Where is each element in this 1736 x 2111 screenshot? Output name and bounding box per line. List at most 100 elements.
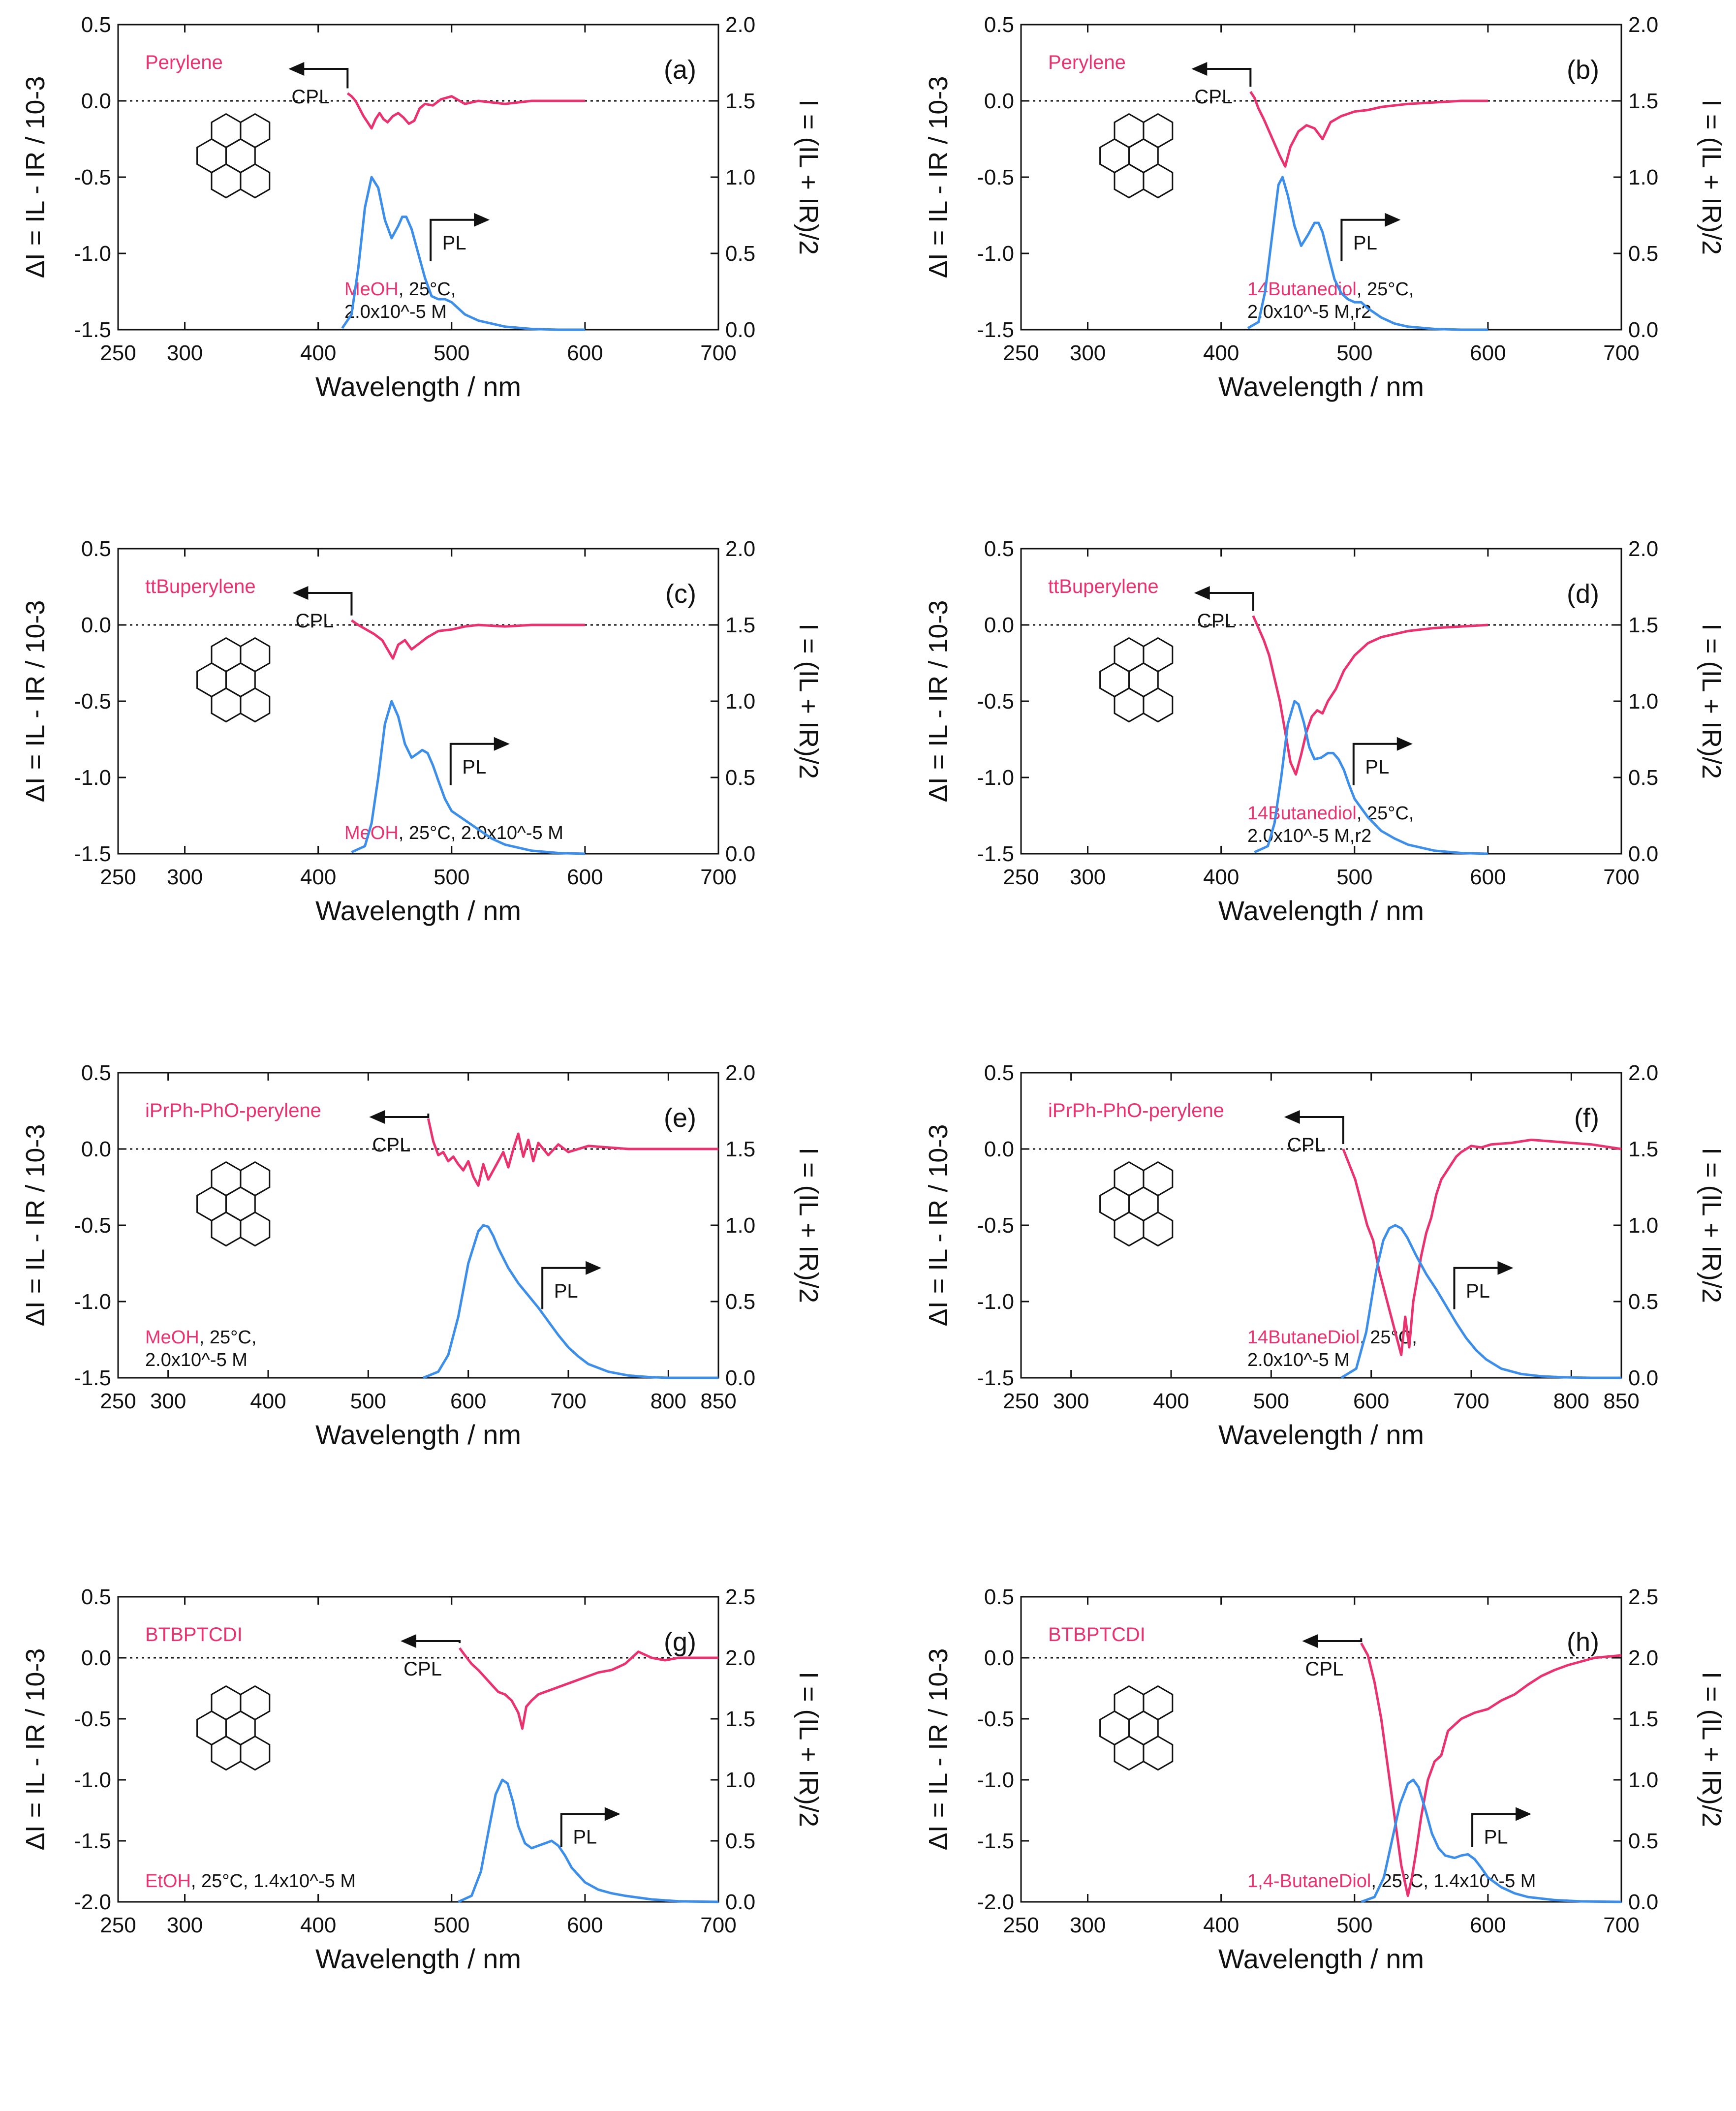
x-axis-title: Wavelength / nm	[315, 1943, 521, 1974]
pl-arrowhead-icon	[1385, 213, 1401, 227]
x-tick-label: 300	[1070, 865, 1106, 889]
y-left-tick-label: -0.5	[74, 689, 111, 714]
conditions: , 25°C, 1.4x10^-5 M	[1371, 1871, 1536, 1892]
ring	[1143, 637, 1174, 673]
compound-name: ttBuperylene	[1048, 576, 1159, 597]
y-right-tick-label: 0.0	[1628, 318, 1658, 342]
y-left-tick-label: -1.0	[74, 1768, 111, 1792]
y-left-tick-label: -1.5	[977, 842, 1014, 866]
cpl-arrowhead-icon	[1191, 62, 1208, 76]
x-tick-label: 300	[167, 341, 203, 365]
chart-panel-e: 250 300 400 500 600 700 800 850 -1.5 -1.0 -0.5 0.0 0…	[21, 1061, 823, 1450]
ring	[1114, 163, 1145, 199]
ring	[1143, 1685, 1174, 1721]
cpl-arrow	[307, 592, 353, 616]
cpl-series-line	[458, 1647, 718, 1730]
x-axis-title: Wavelength / nm	[1218, 371, 1424, 402]
y-left-tick-label: -1.0	[977, 1290, 1014, 1314]
cpl-label: CPL	[403, 1658, 442, 1680]
y-right-tick-label: 2.0	[1628, 1061, 1658, 1085]
pl-arrow	[1340, 218, 1386, 261]
y-left-tick-label: -0.5	[977, 165, 1014, 189]
ring	[1114, 1161, 1145, 1197]
ring	[240, 1735, 271, 1771]
y-right-tick-label: 2.5	[725, 1585, 755, 1609]
y-left-tick-label: -1.5	[977, 318, 1014, 342]
x-tick-label: 300	[1070, 341, 1106, 365]
pl-arrowhead-icon	[494, 737, 510, 751]
x-tick-label: 500	[434, 1913, 469, 1937]
cpl-arrowhead-icon	[1194, 586, 1210, 600]
molecule-structure-icon	[1099, 1685, 1174, 1771]
cpl-arrow	[1209, 592, 1254, 611]
x-tick-label: 400	[1203, 865, 1239, 889]
x-tick-label: 600	[567, 1913, 603, 1937]
y-right-tick-label: 1.0	[1628, 689, 1658, 714]
pl-arrow	[1352, 743, 1398, 785]
y-left-tick-label: 0.0	[984, 1646, 1014, 1670]
x-tick-label: 500	[434, 865, 469, 889]
solvent: 14Butanediol	[1247, 803, 1357, 824]
x-tick-label: 250	[1003, 865, 1039, 889]
y-left-axis-title: ΔI = IL - IR / 10-3	[21, 600, 50, 803]
compound-name: iPrPh-PhO-perylene	[145, 1100, 321, 1121]
y-left-axis-title: ΔI = IL - IR / 10-3	[924, 76, 953, 279]
y-left-axis-title: ΔI = IL - IR / 10-3	[924, 600, 953, 803]
cpl-arrow	[1317, 1638, 1363, 1642]
pl-label: PL	[1365, 756, 1389, 778]
chart-panel-h: 250 300 400 500 600 700 -2.0 -1.5 -1.0 -0.5 0.0 0.5…	[924, 1585, 1726, 1974]
pl-label: PL	[462, 756, 486, 778]
y-left-tick-label: -0.5	[977, 1213, 1014, 1238]
ring	[211, 163, 242, 199]
compound-name: Perylene	[145, 52, 223, 73]
conditions-text-2: 2.0x10^-5 M,r2	[1247, 302, 1371, 322]
compound-name: BTBPTCDI	[1048, 1624, 1146, 1645]
y-right-tick-label: 1.0	[725, 165, 755, 189]
y-right-axis-title: I = (IL + IR)/2	[1697, 623, 1726, 779]
y-right-tick-label: 1.0	[1628, 165, 1658, 189]
ring	[1143, 1735, 1174, 1771]
solvent: MeOH	[344, 279, 399, 300]
y-right-tick-label: 1.0	[1628, 1768, 1658, 1792]
chart-panel-d: 250 300 400 500 600 700 -1.5 -1.0 -0.5 0.0 0.5 0.0 0…	[924, 537, 1726, 926]
y-left-tick-label: 0.0	[984, 1137, 1014, 1161]
x-tick-label: 700	[1603, 865, 1639, 889]
x-tick-label: 700	[700, 341, 736, 365]
y-left-tick-label: 0.0	[81, 1137, 111, 1161]
y-right-tick-label: 1.5	[1628, 89, 1658, 113]
x-tick-label: 700	[1603, 341, 1639, 365]
conditions: , 25°C,	[199, 1327, 257, 1348]
x-axis-title: Wavelength / nm	[315, 895, 521, 926]
y-left-tick-label: -1.5	[74, 1829, 111, 1853]
ring	[240, 1685, 271, 1721]
y-right-axis-title: I = (IL + IR)/2	[1697, 99, 1726, 255]
x-tick-label: 500	[1336, 341, 1372, 365]
y-left-tick-label: -1.0	[977, 766, 1014, 790]
y-right-tick-label: 1.5	[725, 1137, 755, 1161]
y-right-tick-label: 1.5	[725, 1707, 755, 1731]
x-tick-label: 600	[567, 865, 603, 889]
y-right-tick-label: 0.5	[725, 1829, 755, 1853]
y-right-tick-label: 2.0	[1628, 537, 1658, 561]
y-right-tick-label: 2.5	[1628, 1585, 1658, 1609]
y-left-tick-label: 0.0	[81, 613, 111, 637]
conditions-text-2: 2.0x10^-5 M	[344, 302, 447, 322]
ring	[211, 637, 242, 673]
pl-series-line	[341, 176, 585, 331]
panel-label: (a)	[664, 55, 696, 85]
cpl-series-line	[1342, 1138, 1622, 1356]
x-tick-label: 400	[250, 1389, 286, 1413]
y-left-tick-label: -0.5	[74, 1707, 111, 1731]
x-tick-label: 300	[150, 1389, 186, 1413]
y-left-tick-label: -1.5	[74, 318, 111, 342]
chart-panel-a: 250 300 400 500 600 700 -1.5 -1.0 -0.5 0.0 0.5 0.0 0…	[21, 13, 823, 402]
x-tick-label: 700	[700, 865, 736, 889]
y-right-tick-label: 2.0	[1628, 1646, 1658, 1670]
x-tick-label: 500	[1336, 1913, 1372, 1937]
molecule-structure-icon	[1099, 113, 1174, 199]
y-right-tick-label: 1.0	[1628, 1213, 1658, 1238]
y-left-axis-title: ΔI = IL - IR / 10-3	[21, 1648, 50, 1851]
ring	[1114, 113, 1145, 149]
chart-panel-f: 250 300 400 500 600 700 800 850 -1.5 -1.0 -0.5 0.0 0…	[924, 1061, 1726, 1450]
x-tick-label: 400	[300, 865, 336, 889]
